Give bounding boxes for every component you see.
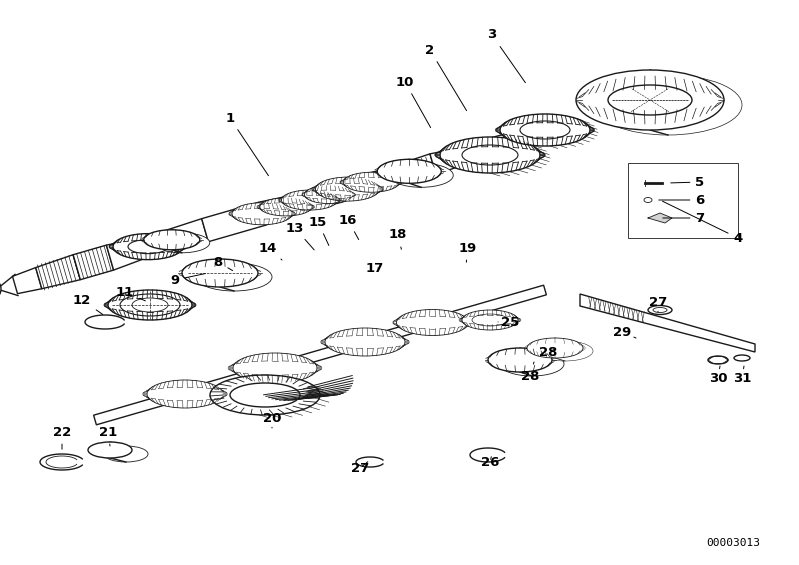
- Text: 10: 10: [396, 76, 431, 128]
- Text: 00003013: 00003013: [706, 538, 760, 548]
- Ellipse shape: [389, 163, 453, 187]
- Ellipse shape: [344, 172, 400, 192]
- Polygon shape: [648, 213, 672, 223]
- Ellipse shape: [104, 446, 148, 462]
- Polygon shape: [36, 255, 81, 289]
- Text: 3: 3: [487, 28, 526, 82]
- Ellipse shape: [644, 198, 652, 202]
- Polygon shape: [201, 202, 265, 242]
- Text: 31: 31: [733, 366, 751, 385]
- Text: 28: 28: [539, 346, 557, 359]
- Text: 25: 25: [498, 315, 519, 328]
- Polygon shape: [580, 294, 755, 352]
- Ellipse shape: [653, 307, 667, 312]
- Ellipse shape: [260, 198, 312, 216]
- Text: 1: 1: [225, 111, 268, 176]
- Text: 18: 18: [389, 228, 407, 249]
- Text: 15: 15: [309, 215, 329, 245]
- Text: 20: 20: [263, 411, 281, 428]
- Ellipse shape: [537, 341, 593, 361]
- Ellipse shape: [377, 159, 441, 183]
- Text: 27: 27: [351, 462, 369, 475]
- Text: 21: 21: [99, 425, 117, 446]
- Text: 30: 30: [709, 366, 727, 385]
- Text: 6: 6: [659, 193, 705, 206]
- Text: 4: 4: [662, 201, 742, 245]
- Ellipse shape: [147, 380, 223, 408]
- Ellipse shape: [500, 114, 590, 146]
- Text: 5: 5: [671, 176, 705, 189]
- Ellipse shape: [108, 290, 192, 320]
- Ellipse shape: [527, 338, 583, 358]
- Polygon shape: [383, 154, 436, 187]
- Ellipse shape: [576, 70, 724, 130]
- Text: 11: 11: [116, 285, 145, 301]
- Ellipse shape: [0, 282, 1, 296]
- Polygon shape: [297, 181, 341, 211]
- Ellipse shape: [396, 310, 468, 336]
- Polygon shape: [13, 268, 42, 294]
- Polygon shape: [74, 245, 113, 280]
- Ellipse shape: [520, 121, 570, 139]
- Text: 26: 26: [481, 455, 499, 468]
- Ellipse shape: [128, 240, 168, 254]
- Ellipse shape: [132, 298, 168, 312]
- Ellipse shape: [594, 75, 742, 135]
- Polygon shape: [335, 170, 388, 202]
- Ellipse shape: [316, 177, 380, 201]
- Ellipse shape: [182, 259, 258, 287]
- Text: 7: 7: [663, 211, 705, 224]
- Ellipse shape: [233, 353, 317, 383]
- Ellipse shape: [196, 263, 272, 291]
- Polygon shape: [93, 285, 547, 425]
- Ellipse shape: [734, 355, 750, 361]
- Text: 29: 29: [613, 325, 636, 338]
- Text: 13: 13: [286, 221, 314, 250]
- Text: 2: 2: [425, 44, 467, 111]
- Ellipse shape: [488, 348, 552, 372]
- Text: 14: 14: [259, 241, 282, 260]
- Ellipse shape: [462, 145, 518, 165]
- Ellipse shape: [210, 375, 320, 415]
- Polygon shape: [106, 237, 151, 270]
- Ellipse shape: [325, 328, 405, 356]
- Ellipse shape: [113, 234, 183, 260]
- Text: 12: 12: [73, 293, 103, 314]
- Ellipse shape: [144, 230, 200, 250]
- Text: 8: 8: [213, 255, 233, 271]
- Ellipse shape: [500, 352, 564, 376]
- Ellipse shape: [281, 190, 337, 210]
- Text: 9: 9: [170, 273, 205, 286]
- Text: 16: 16: [339, 214, 359, 240]
- Ellipse shape: [708, 356, 728, 364]
- Text: 22: 22: [53, 425, 71, 449]
- Text: 27: 27: [649, 295, 667, 312]
- Polygon shape: [259, 194, 303, 225]
- Polygon shape: [145, 219, 209, 257]
- Ellipse shape: [100, 446, 120, 454]
- Text: 17: 17: [366, 262, 384, 275]
- Text: 28: 28: [521, 362, 539, 383]
- Polygon shape: [464, 143, 491, 163]
- Ellipse shape: [608, 85, 692, 115]
- Ellipse shape: [626, 90, 710, 120]
- Ellipse shape: [648, 306, 672, 315]
- Polygon shape: [430, 147, 468, 175]
- Text: 19: 19: [459, 241, 477, 262]
- Ellipse shape: [88, 442, 132, 458]
- Ellipse shape: [440, 137, 540, 173]
- Ellipse shape: [153, 233, 210, 253]
- Ellipse shape: [232, 203, 292, 225]
- Ellipse shape: [462, 310, 518, 330]
- Ellipse shape: [230, 383, 300, 407]
- Ellipse shape: [304, 185, 352, 203]
- Ellipse shape: [472, 314, 508, 326]
- Ellipse shape: [120, 294, 180, 316]
